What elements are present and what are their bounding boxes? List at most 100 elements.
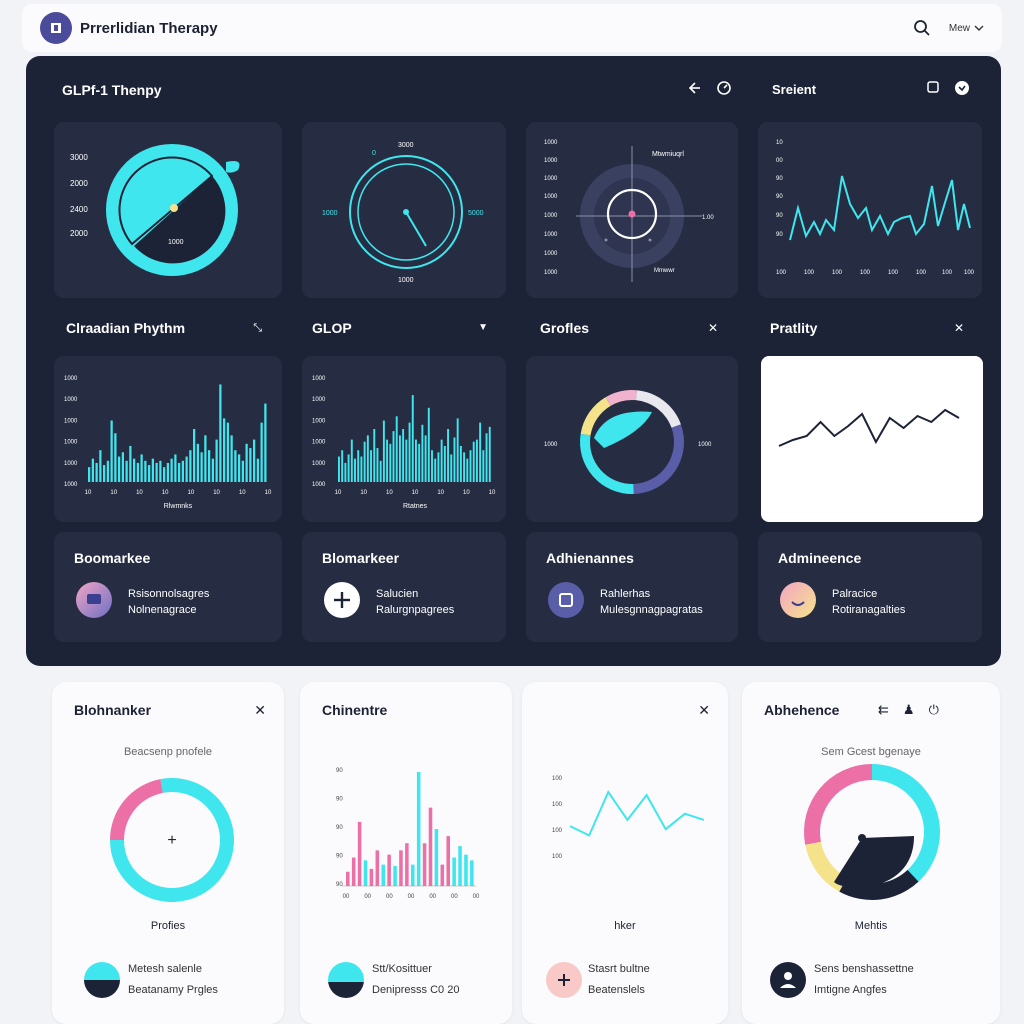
chart-bar [466, 458, 469, 482]
biomarker-line2: Rotiranagalties [832, 604, 906, 616]
close-icon[interactable]: ✕ [254, 702, 266, 718]
chart-bar [398, 435, 401, 482]
gauge2-top: 0 [372, 150, 376, 157]
share-icon[interactable]: ⇇ [878, 702, 889, 717]
spark-xlabel-7: 100 [964, 270, 975, 276]
chart-bar [470, 860, 474, 886]
x-tick-label: 10 [437, 490, 444, 496]
spark-xlabel-0: 100 [776, 270, 787, 276]
y-tick-label: 1000 [312, 482, 326, 488]
chart-bar [386, 439, 389, 482]
close-icon[interactable]: ✕ [698, 702, 710, 718]
chart-bar [456, 418, 459, 482]
spark-chart: 10 00 90 90 90 90 100 100 100 100 100 10… [776, 140, 975, 276]
chart-bar [479, 422, 482, 482]
pie-slice [804, 764, 872, 845]
chart-bar [437, 452, 440, 482]
biomarker-card-4[interactable]: Admineence Palracice Rotiranagalties [758, 532, 982, 642]
radar-label-7: 1000 [544, 270, 558, 276]
check-circle-icon[interactable] [954, 80, 970, 96]
avatar [548, 582, 584, 618]
chart-bar [211, 458, 214, 482]
share-icon[interactable] [686, 80, 702, 96]
card-line2: Beatenslels [588, 984, 645, 996]
clock-icon[interactable] [716, 80, 732, 96]
biomarker-card-3[interactable]: Adhienannes Rahlerhas Mulesgnnagpagratas [526, 532, 738, 642]
left-label: 1000 [544, 442, 558, 448]
x-tick-label: 10 [136, 490, 143, 496]
card-line1: Stt/Kosittuer [372, 963, 432, 975]
close-icon[interactable]: ✕ [707, 321, 718, 335]
user-icon[interactable]: ♟ [902, 702, 915, 717]
chart-bar [370, 450, 373, 482]
close-icon[interactable]: ✕ [953, 321, 964, 335]
biomarker-card-2[interactable]: Blomarkeer Salucien Ralurgnpagrees [302, 532, 506, 642]
chart-bar [387, 854, 391, 886]
chart-bar [411, 395, 414, 482]
radar-label-3: 1000 [544, 194, 558, 200]
chart-bar [344, 462, 347, 482]
spark-xlabel-4: 100 [888, 270, 899, 276]
chevron-down-icon[interactable]: ▼ [478, 322, 488, 333]
x-tick-label: 10 [386, 490, 393, 496]
spark-card: 10 00 90 90 90 90 100 100 100 100 100 10… [758, 122, 982, 298]
chart-bar [453, 437, 456, 482]
y-tick-label: 1000 [64, 376, 78, 382]
search-button[interactable] [909, 15, 935, 41]
chart-bar [241, 460, 244, 482]
collapse-icon[interactable]: ⤡ [253, 322, 262, 334]
window-icon[interactable] [926, 80, 940, 94]
card-line2: Denipresss C0 20 [372, 984, 460, 996]
card-subtitle: Sem Gcest bgenaye [821, 746, 921, 758]
spark-xlabel-3: 100 [860, 270, 871, 276]
card-title: Abhehence [764, 702, 840, 718]
biomarker-line1: Palracice [832, 588, 878, 600]
chart-bar [373, 429, 376, 482]
chart-bar [341, 450, 344, 482]
chart-bar [405, 439, 408, 482]
chart-bar [208, 450, 211, 482]
spark-x-labels: 100 100 100 100 100 100 100 100 [776, 270, 975, 276]
chart-bar [402, 429, 405, 482]
donut-wedge [834, 836, 914, 888]
radar-left-labels: 1000 1000 1000 1000 1000 1000 1000 1000 [544, 140, 558, 276]
y-tick-label: 100 [552, 828, 563, 834]
section-title-pratlity: Pratlity [770, 320, 818, 336]
card-line2: Imtigne Angfes [814, 984, 887, 996]
y-tick-label: 1000 [312, 440, 326, 446]
power-icon[interactable]: ⏻ [928, 702, 939, 717]
chart-bar [392, 431, 395, 482]
hospital-icon [51, 23, 61, 33]
chart-bar [421, 424, 424, 482]
y-tick-label: 1000 [312, 418, 326, 424]
app-logo[interactable] [40, 12, 72, 44]
radar-gauge: 1000 1000 1000 1000 1000 1000 1000 1000 … [544, 140, 714, 282]
chart-bar [450, 454, 453, 482]
pie-slice [872, 764, 940, 882]
series-line [778, 408, 960, 447]
y-tick-label: 1000 [312, 461, 326, 467]
panel-title: GLPf-1 Thenpy [62, 82, 162, 98]
pie-slice [633, 424, 684, 494]
card-caption: Mehtis [854, 920, 888, 932]
biomarker-card-1[interactable]: Boomarkee Rsisonnolsagres Nolnenagrace [54, 532, 282, 642]
chart-bar [424, 435, 427, 482]
x-tick-label: 00 [451, 894, 458, 900]
y-tick-label: 1000 [64, 397, 78, 403]
radar-top: Mtwmiuqrl [652, 151, 684, 158]
chart-bar [103, 465, 106, 482]
chart-bar [136, 462, 139, 482]
chart-bar [428, 807, 433, 886]
biomarker-line2: Ralurgnpagrees [376, 604, 455, 616]
chart-bar [393, 866, 397, 886]
chart-bar [133, 458, 136, 482]
x-tick-label: 00 [429, 894, 436, 900]
x-tick-label: 10 [412, 490, 419, 496]
card-toolbar: ⇇ ♟ ⏻ [878, 702, 939, 718]
account-menu[interactable]: Mew [949, 23, 984, 34]
app-title: Prrerlidian Therapy [80, 19, 218, 37]
spark-ylabel-5: 90 [776, 232, 783, 238]
chart-bar [264, 403, 267, 482]
section-header-pratlity: Pratlity ✕ [770, 320, 964, 338]
x-tick-label: 10 [489, 490, 496, 496]
